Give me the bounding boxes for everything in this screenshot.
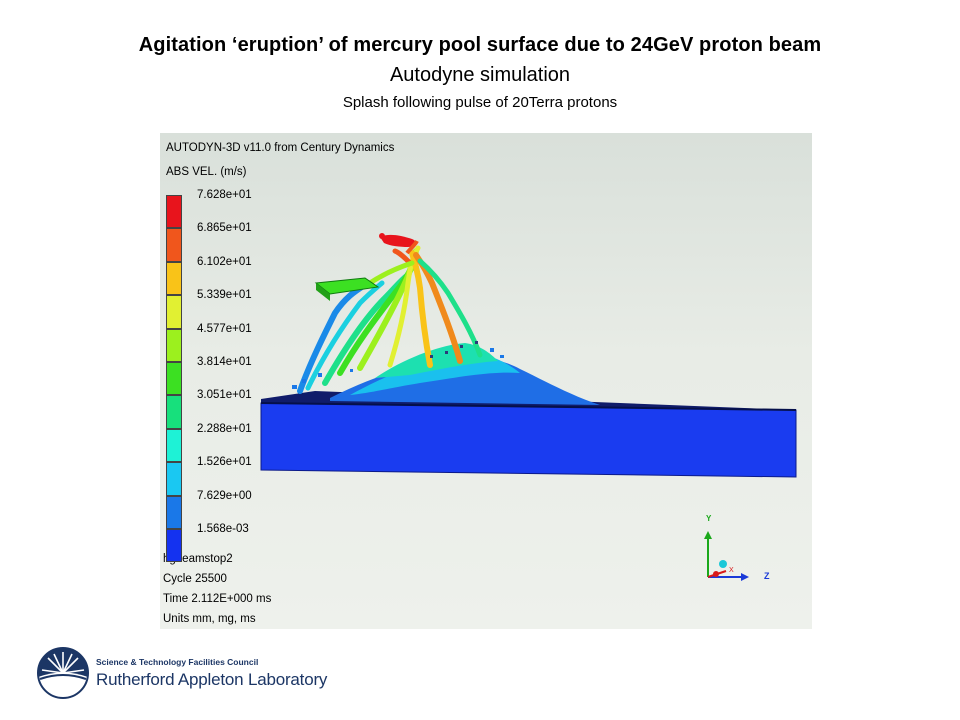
- legend-label: 2.288e+01: [197, 422, 252, 435]
- legend-swatch: [166, 462, 182, 496]
- legend-label: 6.102e+01: [197, 255, 252, 268]
- pool-front-face: [260, 402, 797, 478]
- legend-swatch: [166, 261, 182, 296]
- slide-subtitle: Autodyne simulation: [389, 64, 571, 86]
- legend-swatch: [166, 495, 182, 529]
- cycle-readout: Cycle 25500: [163, 573, 227, 585]
- axis-triad: Y Z X: [704, 514, 770, 581]
- legend-swatch: [166, 529, 182, 563]
- jet-left: [297, 282, 368, 394]
- legend-swatch: [166, 328, 182, 362]
- viewer-header: AUTODYN-3D v11.0 from Century Dynamics: [166, 142, 395, 154]
- slide-caption: Splash following pulse of 20Terra proton…: [342, 94, 618, 111]
- splash-tip: [380, 234, 416, 247]
- legend-swatch: [166, 228, 182, 262]
- legend-label: 1.526e+01: [197, 456, 252, 469]
- simulation-viewport: AUTODYN-3D v11.0 from Century Dynamics A…: [160, 133, 812, 629]
- splash-render: [260, 233, 797, 478]
- time-readout: Time 2.112E+000 ms: [163, 593, 272, 605]
- stfc-logo: Science & Technology Facilities Council …: [36, 646, 328, 702]
- legend-label: 1.568e-03: [197, 523, 249, 535]
- legend-swatch: [166, 362, 182, 396]
- splash-slab: [314, 277, 380, 295]
- legend-label: 6.865e+01: [197, 222, 252, 235]
- units-readout: Units mm, mg, ms: [163, 613, 256, 625]
- legend-label: 7.628e+01: [197, 189, 252, 201]
- legend-label: 3.051e+01: [197, 389, 252, 402]
- splash-mound: [330, 357, 600, 405]
- stfc-emblem-icon: [37, 647, 89, 700]
- legend-label: 4.577e+01: [197, 322, 252, 335]
- axis-y-label: Y: [706, 514, 712, 523]
- legend-swatch: [166, 195, 182, 229]
- legend-swatch: [166, 428, 182, 463]
- axis-x-label: X: [729, 567, 734, 574]
- lab-name: Rutherford Appleton Laboratory: [96, 670, 328, 689]
- axis-z-label: Z: [764, 571, 770, 581]
- slide-title: Agitation ‘eruption’ of mercury pool sur…: [138, 34, 822, 56]
- variable-label: ABS VEL. (m/s): [166, 166, 247, 178]
- legend-swatch: [166, 295, 182, 329]
- legend-label: 3.814e+01: [197, 356, 252, 368]
- legend-label: 5.339e+01: [197, 289, 252, 302]
- legend-label: 7.629e+00: [197, 489, 252, 502]
- council-name: Science & Technology Facilities Council: [96, 657, 259, 667]
- legend-swatch: [166, 395, 182, 429]
